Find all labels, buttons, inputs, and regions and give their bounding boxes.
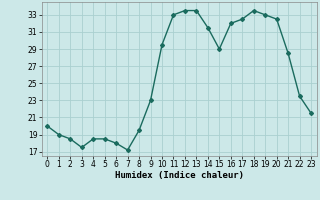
X-axis label: Humidex (Indice chaleur): Humidex (Indice chaleur) xyxy=(115,171,244,180)
